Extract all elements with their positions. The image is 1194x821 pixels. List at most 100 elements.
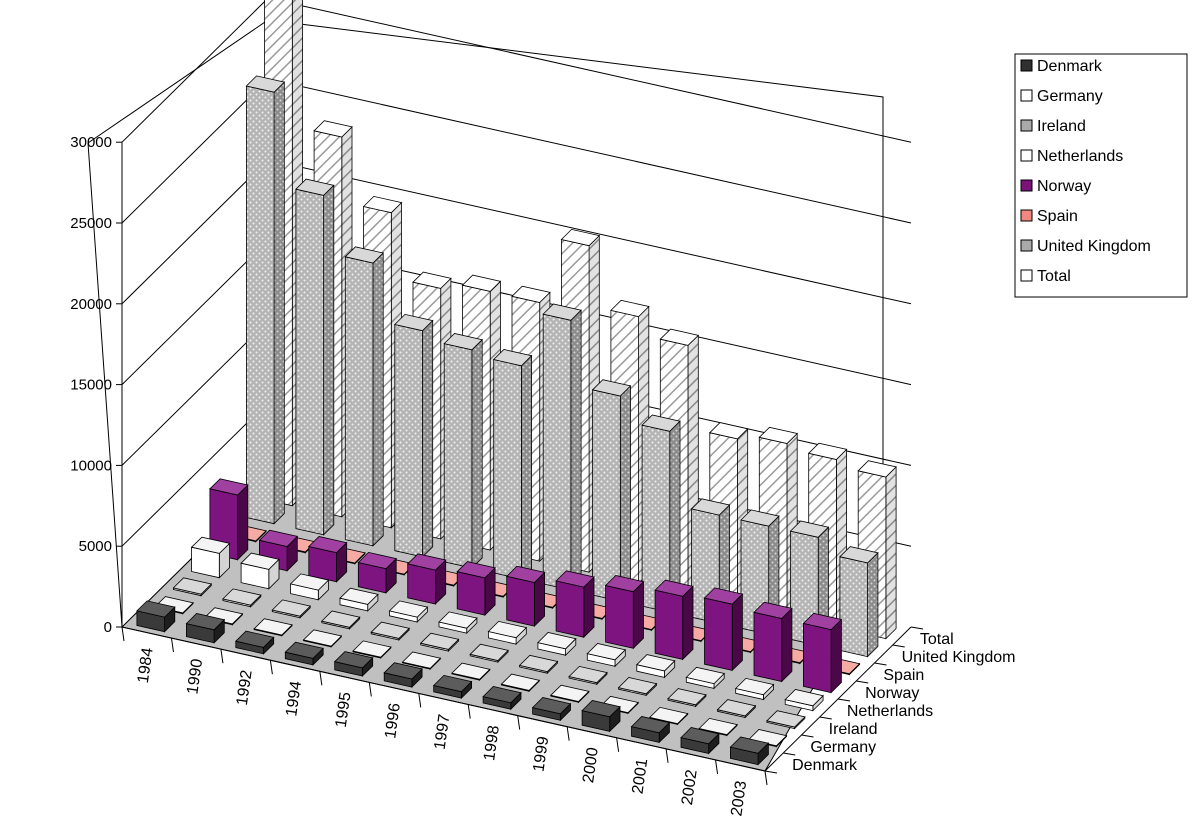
bar-side: [422, 319, 434, 558]
bar-top: [344, 246, 385, 264]
bar-norway-2000: [654, 579, 694, 661]
x-tick: [269, 660, 273, 675]
bar-ireland-1998: [518, 654, 559, 675]
bar-top: [531, 697, 572, 715]
bar-united-kingdom-1984: [245, 75, 286, 525]
bar-front: [245, 85, 275, 525]
bar-ireland-2000: [617, 677, 658, 697]
bar-top: [253, 618, 293, 636]
bar-top: [333, 651, 374, 669]
series-tick: [783, 752, 796, 756]
x-tick-label: 1994: [283, 680, 305, 718]
bar-denmark-1992: [234, 630, 275, 655]
bar-germany-1995: [352, 640, 392, 659]
bar-top: [839, 546, 879, 564]
bar-top: [172, 577, 213, 595]
bar-denmark-2000: [581, 700, 621, 733]
bar-front: [654, 589, 684, 660]
bar-top: [136, 600, 176, 618]
x-tick: [170, 638, 174, 653]
bar-top: [234, 630, 275, 648]
series-tick: [892, 644, 905, 648]
bar-norway-2002: [753, 601, 793, 683]
bar-top: [393, 313, 434, 332]
bar-germany-1996: [401, 651, 442, 671]
bar-top: [630, 716, 671, 734]
bar-germany-1997: [451, 662, 491, 682]
x-tick-label: 1999: [531, 735, 553, 773]
series-axis: DenmarkGermanyIrelandNetherlandsNorwaySp…: [764, 626, 1015, 774]
bar-united-kingdom-1997: [542, 303, 582, 592]
bar-top: [802, 612, 843, 631]
bar-side: [521, 354, 532, 581]
bar-germany-1998: [500, 673, 541, 693]
bar-front: [295, 188, 325, 536]
bar-side: [273, 81, 285, 525]
bar-top: [690, 498, 731, 516]
x-tick: [764, 770, 768, 786]
legend-label: Denmark: [1037, 58, 1103, 75]
y-tick-label: 0: [104, 619, 112, 636]
bar-netherlands-1998: [537, 632, 577, 657]
bar-denmark-1999: [531, 697, 572, 722]
x-tick-label: 1984: [135, 647, 157, 685]
bar-top: [648, 706, 689, 725]
bar-side: [632, 580, 644, 650]
series-axis-label: Ireland: [829, 721, 878, 738]
bar-top: [680, 727, 720, 745]
legend-swatch: [1020, 119, 1033, 132]
bar-top: [482, 686, 522, 704]
legend-item: Germany: [1020, 88, 1103, 105]
bar-top: [505, 565, 546, 583]
bar-ireland-1994: [320, 610, 361, 630]
bar-front: [344, 256, 374, 547]
bar-top: [500, 673, 541, 691]
bar-front: [456, 571, 486, 616]
bar-side: [570, 309, 582, 592]
x-tick-label: 1995: [333, 691, 355, 729]
bar-top: [209, 478, 249, 496]
bar-top: [383, 662, 423, 680]
x-tick-label: 1998: [481, 724, 503, 762]
bar-top: [412, 271, 452, 289]
bar-netherlands-1995: [388, 600, 429, 623]
bar-top: [295, 178, 335, 196]
bar-front: [605, 585, 634, 649]
bar-germany-2002: [698, 717, 738, 737]
bar-top: [734, 677, 775, 696]
series-tick: [874, 662, 887, 666]
legend-label: Ireland: [1037, 118, 1086, 135]
x-tick-label: 2003: [728, 780, 750, 818]
bar-ireland-1996: [419, 632, 460, 653]
legend-swatch: [1020, 149, 1033, 162]
bar-top: [604, 575, 645, 593]
bar-side: [731, 593, 743, 672]
bar-top: [271, 599, 312, 617]
bar-netherlands-2000: [635, 654, 676, 679]
y-tick-label: 10000: [70, 457, 112, 474]
legend: Denmark Germany Ireland Netherlands Norway Sp…: [1014, 53, 1188, 298]
bar-ireland-1999: [568, 665, 608, 686]
bar-norway-2001: [703, 587, 744, 672]
bar-top: [581, 700, 621, 718]
bar-front: [407, 563, 436, 605]
bar-norway-2003: [802, 612, 843, 694]
bar-top: [641, 414, 681, 432]
bar-top: [320, 610, 361, 628]
bar-front: [394, 324, 423, 558]
bar-top: [635, 654, 676, 672]
legend-item: Spain: [1020, 208, 1078, 225]
bar-top: [401, 651, 442, 669]
bar-top: [245, 75, 286, 93]
bar-top: [406, 553, 447, 571]
bar-denmark-1997: [432, 674, 473, 700]
bar-netherlands-2002: [734, 677, 775, 701]
bar-denmark-2003: [729, 736, 770, 766]
legend-label: United Kingdom: [1037, 238, 1151, 255]
bar-united-kingdom-2003: [839, 546, 879, 658]
bar-germany-1992: [253, 618, 293, 637]
bar-netherlands-1994: [339, 587, 379, 612]
y-tick-label: 15000: [70, 377, 112, 394]
bar-top: [432, 674, 473, 693]
